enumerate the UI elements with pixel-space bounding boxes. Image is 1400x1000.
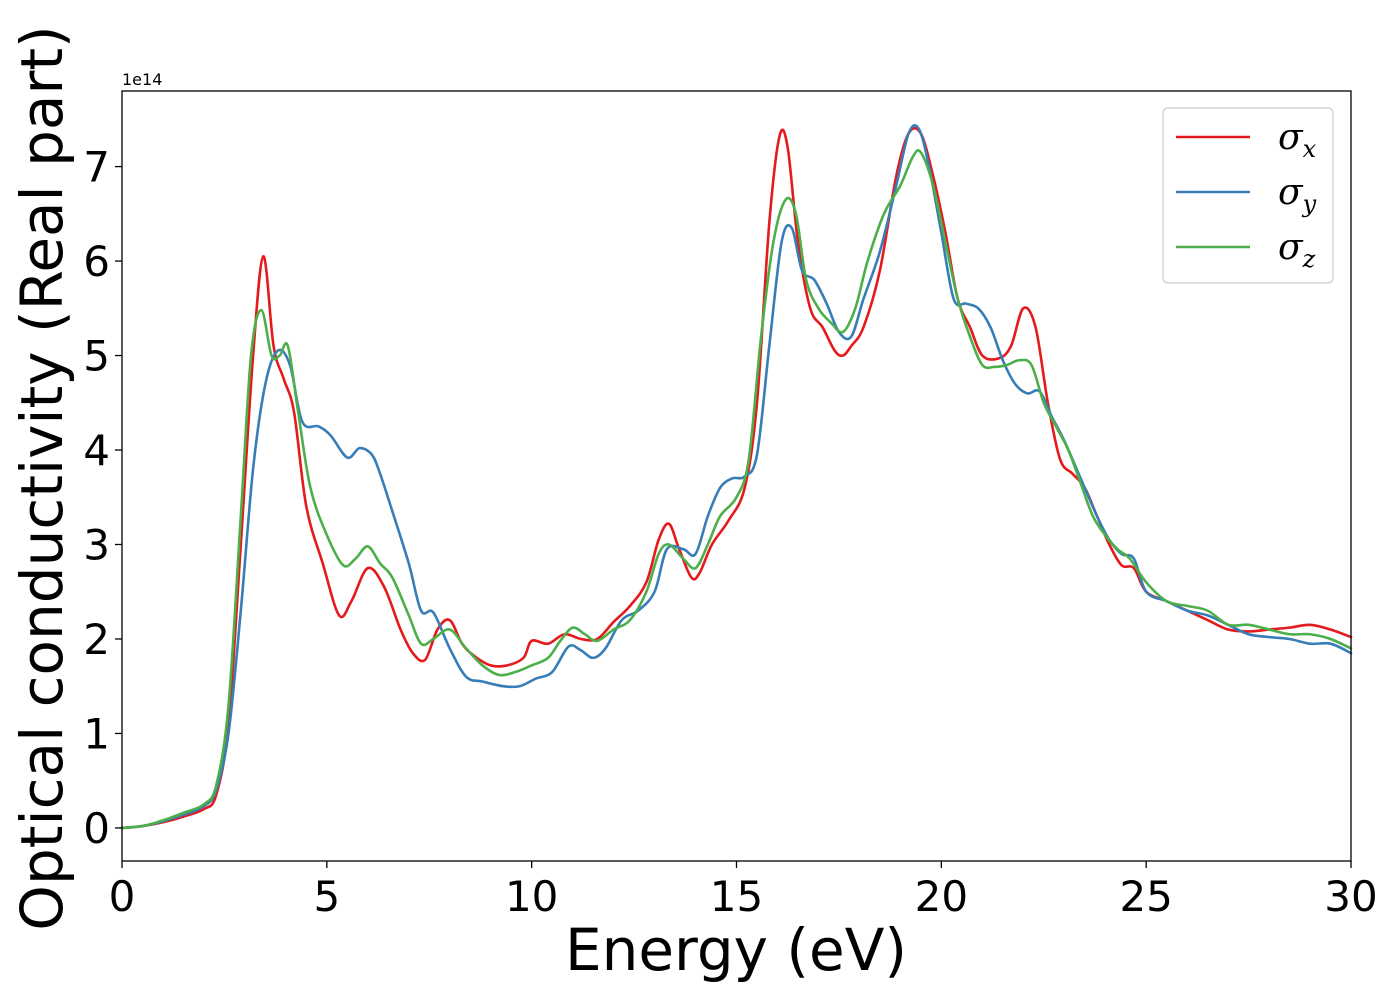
- y-tick-label: 7: [83, 143, 110, 192]
- y-tick-label: 1: [83, 709, 110, 758]
- y-axis-ticks: 0 1 2 3 4 5 6 7: [83, 143, 122, 853]
- y-tick-label: 5: [83, 332, 110, 381]
- x-tick-label: 10: [505, 872, 558, 921]
- y-tick-label: 6: [83, 237, 110, 286]
- x-tick-label: 25: [1119, 872, 1172, 921]
- x-tick-label: 30: [1324, 872, 1377, 921]
- series-line-y: [120, 124, 1353, 830]
- plot-area: [122, 91, 1351, 861]
- x-tick-label: 20: [915, 872, 968, 921]
- legend: σx σy σz: [1162, 107, 1334, 284]
- x-axis-title: Energy (eV): [565, 916, 907, 984]
- y-axis-title: Optical conductivity (Real part): [8, 25, 76, 930]
- legend-label-z: σz: [1278, 227, 1316, 273]
- y-tick-label: 3: [83, 520, 110, 569]
- y-tick-label: 0: [83, 804, 110, 853]
- y-tick-label: 2: [83, 615, 110, 664]
- x-axis-ticks: 0 5 10 15 20 25 30: [109, 861, 1378, 921]
- y-offset-label: 1e14: [122, 70, 162, 89]
- legend-box: [1162, 107, 1334, 284]
- legend-label-y: σy: [1278, 172, 1317, 218]
- x-tick-label: 0: [109, 872, 136, 921]
- y-tick-label: 4: [83, 426, 110, 475]
- series-lines: [120, 124, 1353, 830]
- series-line-z: [120, 149, 1353, 830]
- x-tick-label: 5: [313, 872, 340, 921]
- legend-label-x: σx: [1278, 117, 1317, 163]
- x-tick-label: 15: [710, 872, 763, 921]
